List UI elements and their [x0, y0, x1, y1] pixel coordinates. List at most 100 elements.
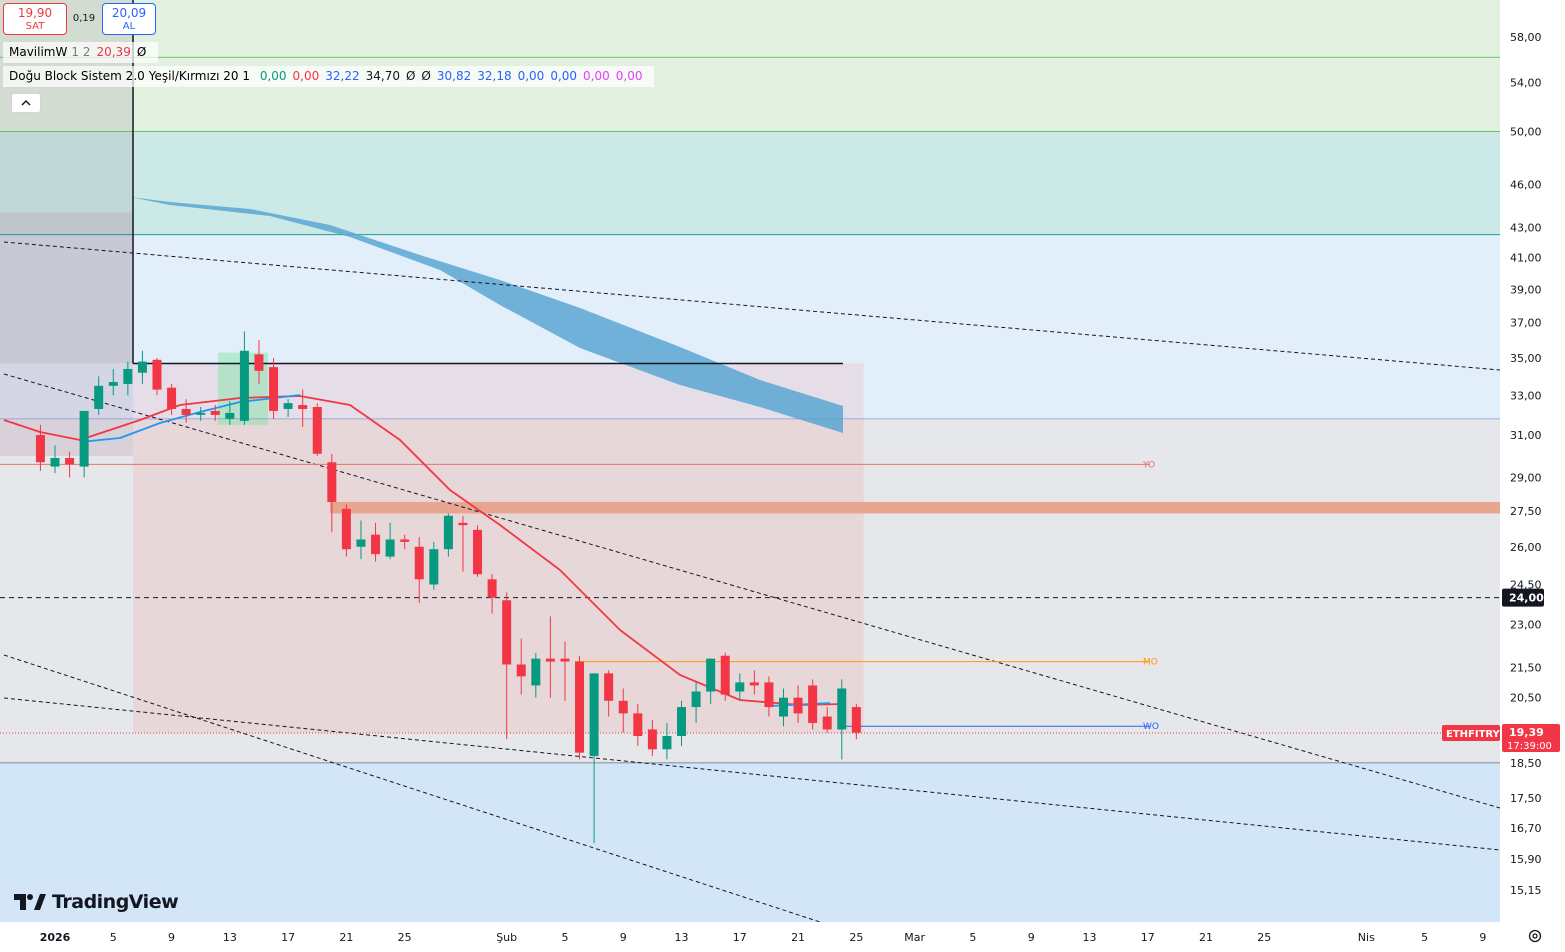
candle — [341, 504, 351, 557]
candle — [327, 453, 337, 533]
indicator-value: 0,00 — [583, 69, 610, 83]
price-tick-label: 26,00 — [1510, 541, 1542, 554]
candle-body — [706, 658, 716, 692]
candle — [808, 679, 818, 730]
candle-body — [327, 462, 337, 502]
price-tick-label: 27,50 — [1510, 505, 1542, 518]
candle-body — [575, 661, 585, 753]
candle — [749, 670, 759, 695]
time-tick-label: 25 — [849, 931, 863, 944]
candle-body — [749, 682, 759, 686]
time-tick-label: 2026 — [40, 931, 71, 944]
candle — [298, 389, 308, 427]
indicator-value: 0,00 — [550, 69, 578, 83]
candle-body — [735, 682, 745, 692]
last-price-label: 19,39 — [1509, 726, 1544, 739]
price-axis-bg — [1500, 0, 1565, 952]
candle-body — [298, 405, 308, 409]
price-tick-label: 35,00 — [1510, 352, 1542, 365]
zone-pink-left — [0, 212, 133, 456]
price-tick-label: 24,50 — [1510, 578, 1542, 591]
candle-body — [269, 367, 279, 411]
trendline-top — [3, 241, 1501, 371]
candle — [152, 357, 162, 396]
trendline-mid — [3, 373, 1501, 809]
price-tick-label: 16,70 — [1510, 822, 1542, 835]
candle — [65, 451, 75, 478]
candle-body — [720, 655, 730, 695]
candle-body — [808, 685, 818, 723]
candle — [94, 376, 104, 415]
sell-button[interactable]: 19,90 SAT — [3, 3, 67, 35]
candle-body — [822, 716, 832, 730]
candle-body — [779, 697, 788, 717]
candle-body — [35, 435, 45, 463]
candle — [79, 410, 89, 478]
time-tick-label: 13 — [675, 931, 689, 944]
gear-icon[interactable] — [1527, 928, 1543, 944]
time-tick-label: 5 — [110, 931, 117, 944]
candle — [283, 399, 293, 417]
level-tag: YO — [1142, 460, 1155, 470]
price-tick-label: 18,50 — [1510, 757, 1542, 770]
candle — [662, 722, 672, 760]
indicator-name: Doğu Block Sistem 2.0 — [9, 69, 145, 83]
chevron-up-icon[interactable] — [11, 93, 41, 113]
indicator-value: 0,00 — [517, 69, 545, 83]
indicator-value: Ø — [421, 69, 431, 83]
candle — [35, 424, 45, 471]
level-tag: WO — [1143, 722, 1159, 732]
time-tick-label: 21 — [791, 931, 805, 944]
candle — [371, 522, 381, 562]
time-tick-label: 5 — [969, 931, 976, 944]
spread-value: 0,19 — [72, 13, 96, 24]
candle-body — [633, 713, 643, 737]
indicator-legend-dogu-block[interactable]: Doğu Block Sistem 2.0 Yeşil/Kırmızı 20 1 … — [3, 66, 655, 87]
zone-green — [0, 0, 1500, 132]
candle — [691, 682, 701, 723]
candle-body — [137, 361, 147, 373]
candle-body — [65, 457, 75, 465]
candle-body — [837, 688, 847, 730]
price-tick-label: 15,15 — [1510, 884, 1542, 897]
candle — [604, 670, 614, 717]
candle — [458, 515, 468, 572]
indicator-value: 32,22 — [325, 69, 360, 83]
candle-body — [385, 539, 395, 557]
buy-button[interactable]: 20,09 AL — [102, 3, 156, 35]
sell-price: 19,90 — [17, 6, 53, 20]
candle — [851, 703, 861, 740]
candle — [837, 679, 847, 760]
candle — [487, 574, 497, 614]
indicator-legend-mavilimw[interactable]: MavilimW 1 2 20,39 Ø — [3, 42, 159, 63]
indicator-value: 30,82 — [436, 69, 472, 83]
candle — [589, 673, 599, 844]
tradingview-logo[interactable]: TradingView — [14, 889, 179, 915]
candle-body — [283, 403, 293, 409]
price-tick-label: 41,00 — [1510, 251, 1542, 264]
time-tick-label: 17 — [733, 931, 747, 944]
time-tick-label: Nis — [1358, 931, 1375, 944]
candle — [706, 658, 716, 704]
buy-price: 20,09 — [111, 6, 147, 20]
candle — [779, 688, 788, 727]
background-zones — [0, 0, 1500, 922]
price-label-24-bg — [1502, 588, 1544, 607]
candle-body — [400, 539, 410, 542]
candle-body — [210, 410, 220, 415]
candle — [618, 688, 628, 733]
ma-red-line — [3, 395, 844, 706]
candle — [560, 641, 570, 701]
level-tag: MO — [1143, 658, 1158, 668]
indicator-params: Yeşil/Kırmızı 20 1 — [148, 69, 250, 83]
zone-blue — [0, 762, 1500, 922]
candle — [473, 525, 483, 577]
candle-body — [647, 729, 657, 750]
indicator-extra: Ø — [136, 45, 147, 59]
candle — [633, 703, 643, 746]
candle-body — [516, 664, 526, 677]
candle — [239, 331, 249, 425]
candle-body — [152, 359, 162, 390]
